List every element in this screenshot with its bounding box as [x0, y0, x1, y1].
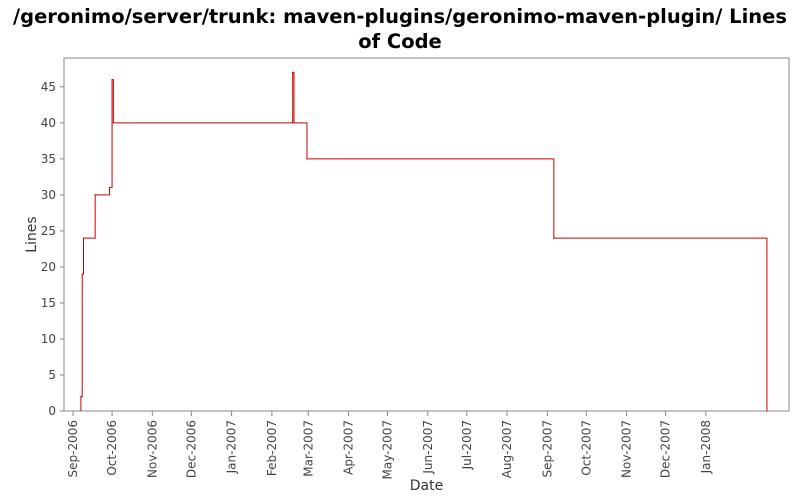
data-point	[80, 395, 82, 398]
x-tick-label: Jan-2008	[699, 420, 713, 474]
data-point	[82, 237, 85, 239]
x-tick-label: Apr-2007	[342, 420, 356, 475]
y-tick-label: 45	[41, 80, 56, 94]
y-tick-label: 25	[41, 224, 56, 238]
y-tick-label: 30	[41, 188, 56, 202]
x-tick-label: Feb-2007	[265, 420, 279, 476]
x-tick-label: Oct-2007	[579, 420, 593, 476]
y-tick-label: 5	[48, 368, 56, 382]
x-tick-label: Oct-2006	[105, 420, 119, 476]
x-tick-label: Nov-2006	[145, 420, 159, 478]
x-tick-label: Dec-2006	[184, 420, 198, 478]
x-tick-label: Aug-2007	[500, 420, 514, 478]
series-line	[80, 71, 768, 411]
chart-title: /geronimo/server/trunk: maven-plugins/ge…	[12, 5, 788, 53]
y-tick-label: 40	[41, 116, 56, 130]
data-point	[293, 122, 295, 124]
x-tick-label: Sep-2007	[540, 420, 554, 478]
data-point	[112, 122, 114, 124]
x-axis: Sep-2006 Oct-2006 Nov-2006 Dec-2006 Jan-2007…	[66, 411, 713, 479]
x-tick-label: Jul-2007	[460, 420, 474, 470]
x-tick-label: May-2007	[381, 420, 395, 479]
x-tick-label: Sep-2006	[66, 420, 80, 478]
data-point	[292, 71, 294, 74]
x-tick-label: Jan-2007	[225, 420, 239, 474]
y-axis-label: Lines	[24, 216, 40, 252]
data-point	[81, 273, 83, 275]
data-point	[94, 194, 96, 196]
data-point	[108, 187, 111, 189]
x-axis-label: Date	[410, 478, 443, 494]
data-point	[111, 79, 113, 81]
y-tick-label: 10	[41, 332, 56, 346]
y-axis: 0 5 10 15 20 25 30 35 40 45	[41, 80, 64, 418]
plot-area	[63, 57, 790, 412]
x-tick-label: Nov-2007	[620, 420, 634, 478]
data-point	[553, 237, 555, 239]
data-point	[766, 410, 768, 412]
data-point	[306, 158, 308, 160]
series-layer	[80, 71, 768, 412]
x-tick-label: Mar-2007	[301, 420, 315, 477]
x-tick-label: Jun-2007	[421, 420, 435, 475]
y-tick-label: 35	[41, 152, 56, 166]
y-tick-label: 15	[41, 296, 56, 310]
x-tick-label: Dec-2007	[659, 420, 673, 478]
y-tick-label: 0	[48, 404, 56, 418]
y-tick-label: 20	[41, 260, 56, 274]
